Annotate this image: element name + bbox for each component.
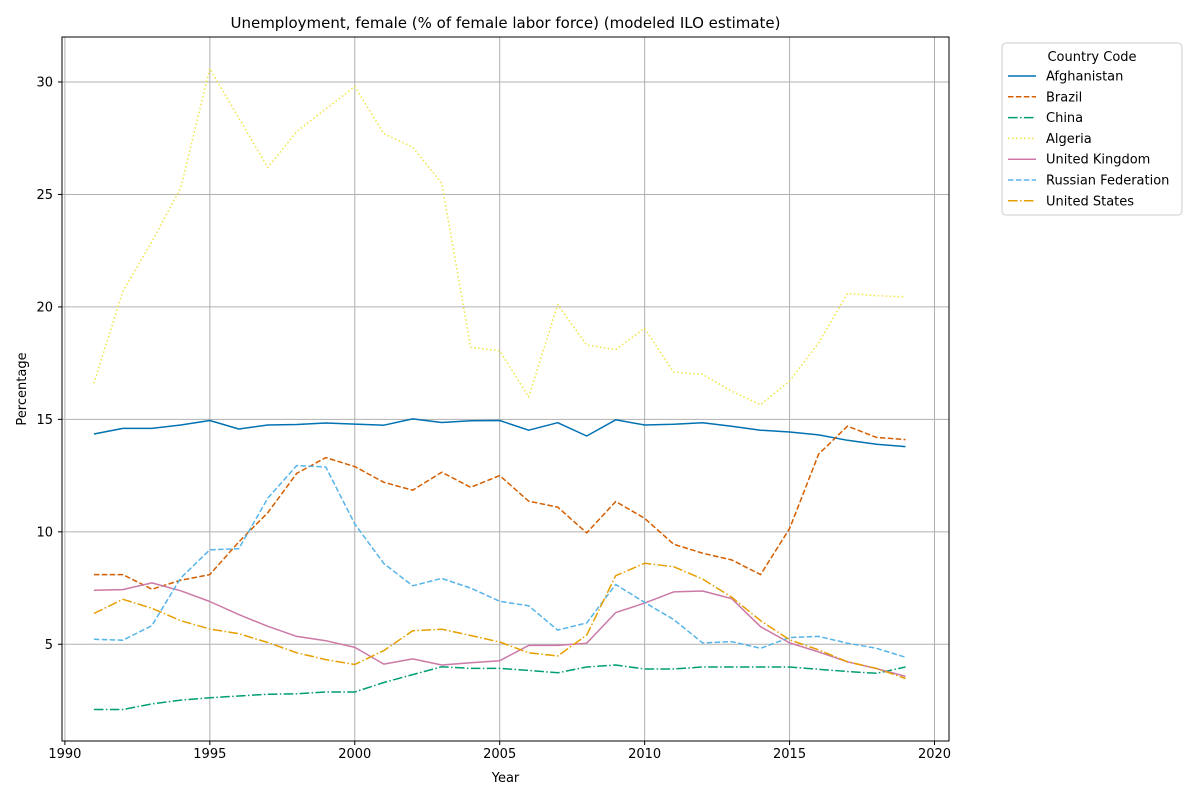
legend-title: Country Code (1047, 50, 1136, 65)
legend-label-russian-federation: Russian Federation (1046, 174, 1169, 189)
y-axis-title: Percentage (15, 352, 30, 425)
series-lines (93, 67, 906, 711)
grid (62, 37, 949, 741)
y-tick-label: 25 (36, 188, 53, 203)
plot-frame (61, 36, 950, 742)
series-line-united-kingdom (93, 582, 906, 678)
x-tick-label: 2000 (338, 747, 371, 762)
legend-label-china: China (1046, 111, 1083, 126)
x-tick-label: 2015 (773, 747, 806, 762)
series-line-brazil (93, 425, 906, 590)
series-line-united-states (93, 562, 906, 680)
x-tick-label: 1995 (193, 747, 226, 762)
chart-title: Unemployment, female (% of female labor … (230, 14, 780, 32)
y-tick-label: 10 (36, 525, 53, 540)
x-tick-label: 2010 (628, 747, 661, 762)
x-tick-label: 2020 (918, 747, 951, 762)
series-line-afghanistan (93, 418, 906, 448)
legend-frame (1001, 42, 1183, 216)
series-line-russian-federation (93, 464, 906, 659)
x-axis-ticks: 1990 1995 2000 2005 2010 2015 2020 (48, 741, 951, 762)
x-tick-label: 2005 (483, 747, 516, 762)
legend-label-afghanistan: Afghanistan (1046, 70, 1123, 85)
series-line-algeria (93, 67, 906, 406)
legend: Country Code Afghanistan Brazil China Alger… (1001, 42, 1183, 216)
series-line-china (93, 664, 906, 711)
legend-label-united-states: United States (1046, 194, 1134, 209)
y-tick-label: 5 (45, 638, 53, 653)
x-tick-label: 1990 (48, 747, 81, 762)
legend-label-brazil: Brazil (1046, 90, 1082, 105)
y-tick-label: 15 (36, 413, 53, 428)
legend-items: Afghanistan Brazil China Algeria United King… (1008, 70, 1169, 209)
y-axis-ticks: 5 10 15 20 25 30 (36, 75, 62, 653)
legend-label-united-kingdom: United Kingdom (1046, 153, 1150, 168)
legend-label-algeria: Algeria (1046, 132, 1092, 147)
y-tick-label: 20 (36, 300, 53, 315)
x-axis-title: Year (491, 771, 520, 786)
y-tick-label: 30 (36, 75, 53, 90)
